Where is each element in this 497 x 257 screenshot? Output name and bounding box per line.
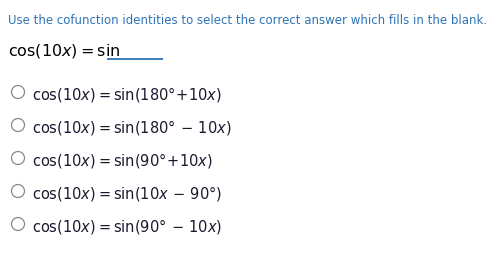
Text: $\mathrm{cos}(10\mathit{x}) = \mathrm{sin}(10\mathit{x}\,-\,90°)$: $\mathrm{cos}(10\mathit{x}) = \mathrm{si… (32, 184, 222, 203)
Text: Use the cofunction identities to select the correct answer which fills in the bl: Use the cofunction identities to select … (8, 14, 487, 27)
Text: $\mathrm{cos}(10\mathit{x}) = \mathrm{sin}(180°\,-\,10\mathit{x})$: $\mathrm{cos}(10\mathit{x}) = \mathrm{si… (32, 118, 232, 137)
Text: $\mathrm{cos}(10\mathit{x}) = \mathrm{sin}(90°\!+\!10\mathit{x})$: $\mathrm{cos}(10\mathit{x}) = \mathrm{si… (32, 151, 213, 170)
Text: $\mathrm{cos}(10x) = \mathrm{sin}$: $\mathrm{cos}(10x) = \mathrm{sin}$ (8, 42, 121, 60)
Text: $\mathrm{cos}(10\mathit{x}) = \mathrm{sin}(90°\,-\,10\mathit{x})$: $\mathrm{cos}(10\mathit{x}) = \mathrm{si… (32, 217, 222, 236)
Text: $\mathrm{cos}(10\mathit{x}) = \mathrm{sin}(180°\!+\!10\mathit{x})$: $\mathrm{cos}(10\mathit{x}) = \mathrm{si… (32, 85, 222, 104)
